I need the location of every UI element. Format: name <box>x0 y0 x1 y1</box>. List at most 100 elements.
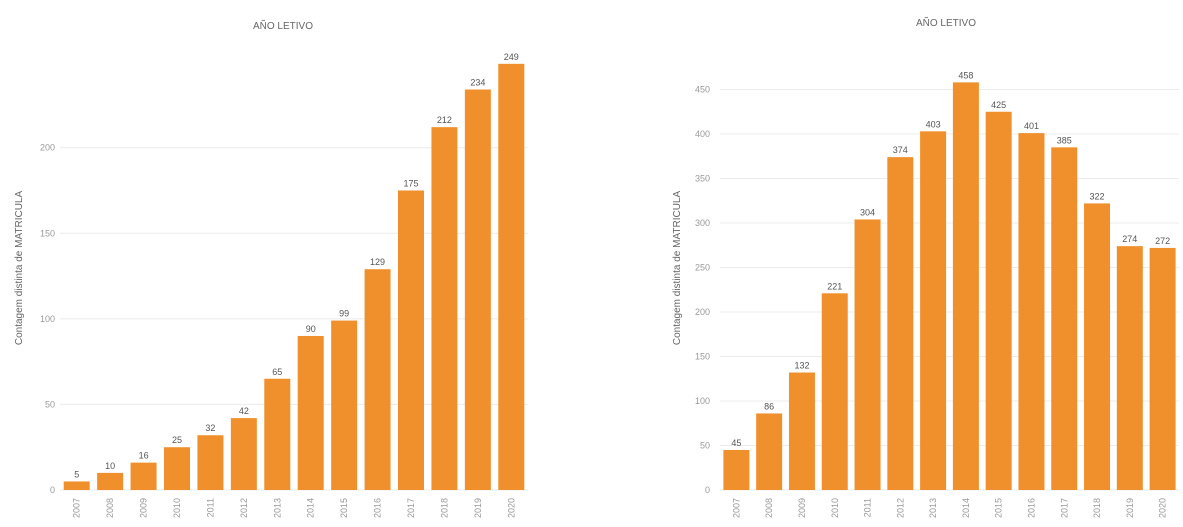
x-tick-label: 2019 <box>1125 498 1135 518</box>
y-tick-label: 0 <box>50 485 55 495</box>
x-tick-label: 2014 <box>306 498 316 518</box>
data-labels: 45 86 132 221 304 374 403 458 425 401 385 322 274 272 <box>731 70 1170 448</box>
bar-value-label: 42 <box>239 406 249 416</box>
bar[interactable] <box>723 449 750 490</box>
bar[interactable] <box>1018 133 1045 491</box>
x-tick-label: 2020 <box>1158 498 1168 518</box>
x-tick-label: 2010 <box>830 498 840 518</box>
bar[interactable] <box>164 447 190 490</box>
chart-title: AÑO LETIVO <box>916 16 976 29</box>
bar-chart-right: AÑO LETIVO Contagem distinta de MATRICUL… <box>672 16 1179 518</box>
x-tick-label: 2010 <box>172 498 182 518</box>
y-tick-label: 0 <box>705 485 710 495</box>
bar-value-label: 45 <box>731 438 741 448</box>
bar-value-label: 175 <box>403 178 418 188</box>
y-axis-label: Contagem distinta de MATRICULA <box>672 191 683 346</box>
bar[interactable] <box>63 481 90 490</box>
bar-value-label: 272 <box>1155 236 1170 246</box>
bar[interactable] <box>821 293 848 490</box>
y-tick-label: 100 <box>695 396 710 406</box>
x-tick-label: 2019 <box>473 498 483 518</box>
x-tick-label: 2007 <box>731 498 741 518</box>
y-tick-label: 250 <box>695 263 710 273</box>
bar[interactable] <box>197 435 224 490</box>
bars <box>63 63 525 491</box>
bar-value-label: 221 <box>827 281 842 291</box>
y-tick-label: 350 <box>695 174 710 184</box>
y-tick-label: 150 <box>695 352 710 362</box>
bar-value-label: 32 <box>205 423 215 433</box>
chart-panel-right: AÑO LETIVO Contagem distinta de MATRICUL… <box>640 0 1183 527</box>
y-axis-label: Contagem distinta de MATRICULA <box>14 191 25 346</box>
y-tick-label: 100 <box>40 314 55 324</box>
bar[interactable] <box>431 127 458 491</box>
chart-title: AÑO LETIVO <box>253 19 313 32</box>
x-tick-label: 2016 <box>1026 498 1036 518</box>
bar[interactable] <box>297 335 324 490</box>
x-tick-label: 2008 <box>105 498 115 518</box>
bar[interactable] <box>398 190 424 490</box>
y-tick-label: 200 <box>695 307 710 317</box>
bar-value-label: 86 <box>764 401 774 411</box>
x-tick-label: 2014 <box>961 498 971 518</box>
bar[interactable] <box>952 82 979 490</box>
bar[interactable] <box>920 131 947 490</box>
gridlines <box>60 147 528 491</box>
x-tick-label: 2017 <box>406 498 416 518</box>
x-tick-label: 2016 <box>373 498 383 518</box>
bar[interactable] <box>464 89 491 491</box>
bar-value-label: 304 <box>860 207 875 217</box>
bar-value-label: 374 <box>893 145 908 155</box>
x-tick-label: 2011 <box>863 498 873 517</box>
bar[interactable] <box>331 320 358 490</box>
bar[interactable] <box>364 269 391 490</box>
bar-value-label: 25 <box>172 435 182 445</box>
x-tick-label: 2009 <box>139 498 149 518</box>
bar-chart-left: AÑO LETIVO Contagem distinta de MATRICUL… <box>14 19 528 518</box>
x-tick-label: 2015 <box>994 498 1004 518</box>
bar-value-label: 249 <box>504 52 519 62</box>
data-labels: 5 10 16 25 32 42 65 90 99 129 175 212 234 249 <box>74 52 519 480</box>
y-tick-label: 150 <box>40 228 55 238</box>
bar[interactable] <box>854 219 881 490</box>
bars <box>723 82 1176 491</box>
x-tick-label: 2013 <box>272 498 282 518</box>
x-tick-label: 2011 <box>205 498 215 517</box>
bar-value-label: 99 <box>339 309 349 319</box>
bar[interactable] <box>756 413 783 490</box>
x-axis-ticks: 2007 2008 2009 2010 2011 2012 2013 2014 2015 2016… <box>72 498 517 518</box>
x-tick-label: 2008 <box>764 498 774 518</box>
bar-value-label: 403 <box>926 119 941 129</box>
bar-value-label: 425 <box>991 100 1006 110</box>
bar[interactable] <box>788 372 815 490</box>
bar[interactable] <box>985 111 1012 490</box>
y-tick-label: 400 <box>695 129 710 139</box>
bar-value-label: 274 <box>1122 234 1137 244</box>
x-tick-label: 2007 <box>72 498 82 518</box>
bar[interactable] <box>1149 247 1176 490</box>
y-tick-label: 450 <box>695 85 710 95</box>
x-tick-label: 2017 <box>1059 498 1069 518</box>
bar[interactable] <box>498 63 525 490</box>
bar[interactable] <box>230 418 257 490</box>
bar-value-label: 401 <box>1024 121 1039 131</box>
x-tick-label: 2015 <box>339 498 349 518</box>
x-tick-label: 2013 <box>928 498 938 518</box>
bar[interactable] <box>887 157 914 490</box>
x-tick-label: 2018 <box>1092 498 1102 518</box>
bar[interactable] <box>1051 147 1078 490</box>
bar-value-label: 385 <box>1057 135 1072 145</box>
bar[interactable] <box>1116 246 1143 490</box>
bar[interactable] <box>1084 203 1111 491</box>
bar-value-label: 90 <box>306 324 316 334</box>
bar-value-label: 10 <box>105 461 115 471</box>
bar[interactable] <box>264 378 291 490</box>
bar-value-label: 16 <box>139 451 149 461</box>
bar[interactable] <box>130 462 157 490</box>
y-tick-label: 50 <box>45 399 55 409</box>
y-tick-label: 300 <box>695 218 710 228</box>
x-axis-ticks: 2007 2008 2009 2010 2011 2012 2013 2014 2015 2016… <box>731 498 1167 518</box>
bar[interactable] <box>97 472 124 490</box>
bar-value-label: 5 <box>74 469 79 479</box>
